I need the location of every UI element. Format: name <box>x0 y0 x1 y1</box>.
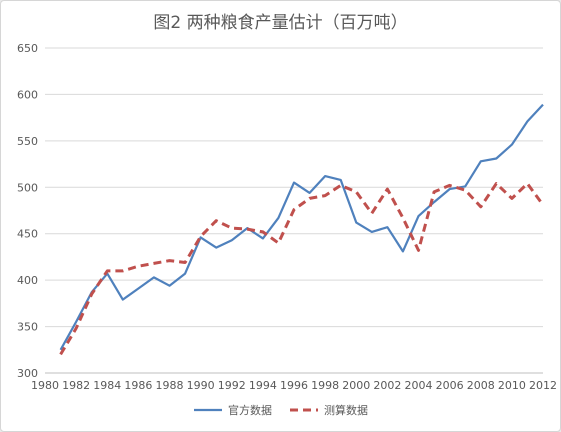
x-tick-label: 1982 <box>62 379 90 392</box>
x-tick-label: 1986 <box>124 379 152 392</box>
x-tick-label: 1980 <box>31 379 59 392</box>
legend-label-0: 官方数据 <box>228 403 272 417</box>
series-line-1 <box>59 182 545 356</box>
x-tick-label: 2000 <box>342 379 370 392</box>
chart-title: 图2 两种粮食产量估计（百万吨） <box>153 13 408 33</box>
series-line-0 <box>59 103 544 351</box>
y-tick-label: 650 <box>17 42 38 55</box>
y-tick-label: 500 <box>17 181 38 194</box>
y-tick-label: 300 <box>17 367 38 380</box>
x-tick-label: 1984 <box>93 379 121 392</box>
legend-label-1: 测算数据 <box>324 403 368 417</box>
x-tick-label: 2002 <box>373 379 401 392</box>
y-tick-label: 350 <box>17 321 38 334</box>
x-tick-label: 1992 <box>218 379 246 392</box>
x-tick-label: 1994 <box>249 379 277 392</box>
x-tick-label: 2012 <box>529 379 557 392</box>
x-tick-label: 1988 <box>156 379 184 392</box>
x-tick-label: 1996 <box>280 379 308 392</box>
x-tick-label: 2006 <box>436 379 464 392</box>
x-tick-label: 2010 <box>498 379 526 392</box>
y-tick-label: 450 <box>17 228 38 241</box>
x-tick-label: 2008 <box>467 379 495 392</box>
x-tick-label: 1998 <box>311 379 339 392</box>
x-tick-label: 1990 <box>187 379 215 392</box>
x-tick-label: 2004 <box>405 379 433 392</box>
y-tick-label: 600 <box>17 88 38 101</box>
y-tick-label: 550 <box>17 135 38 148</box>
y-tick-label: 400 <box>17 274 38 287</box>
